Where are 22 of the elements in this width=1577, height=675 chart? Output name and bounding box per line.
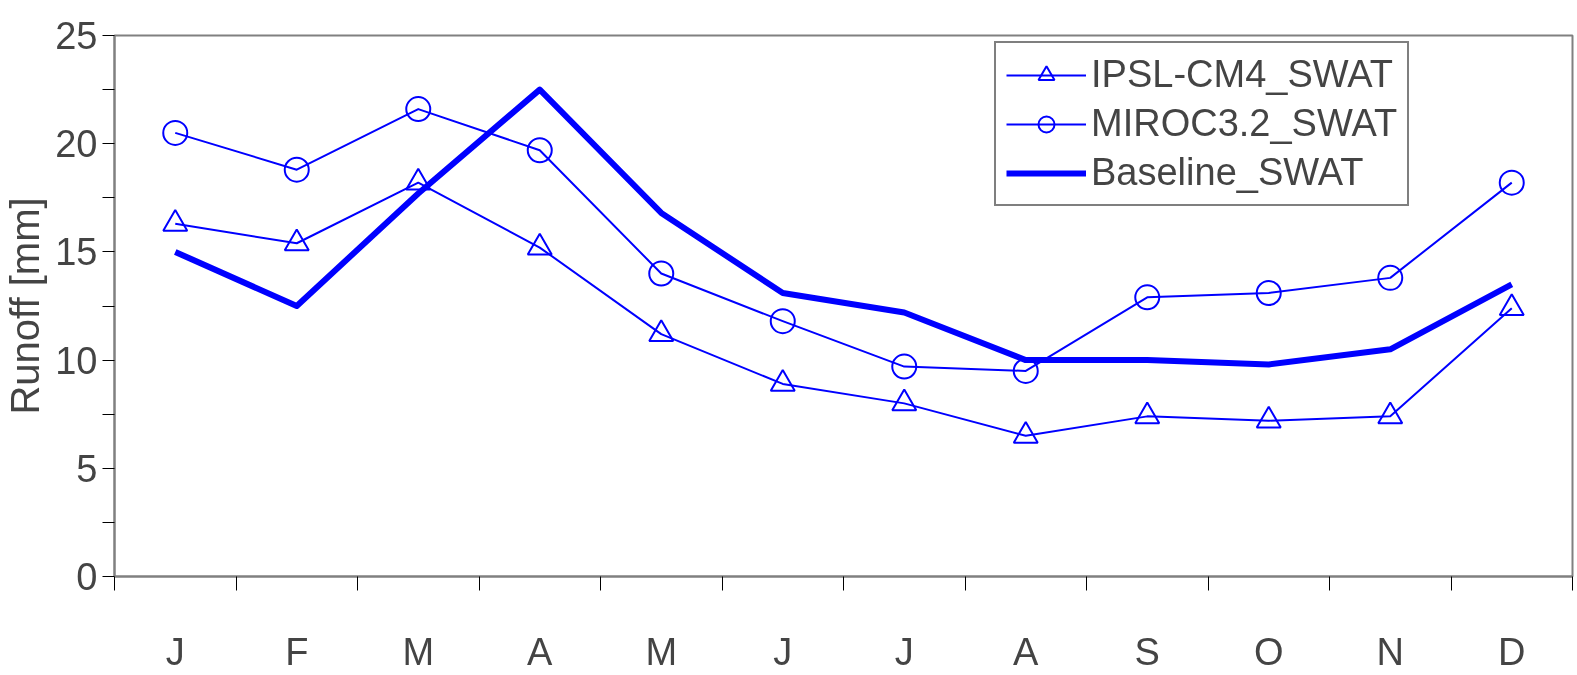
x-tick-label: D: [1498, 630, 1526, 673]
y-axis-title: Runoff [mm]: [3, 197, 48, 415]
x-tick-label: J: [165, 630, 185, 673]
legend-label: MIROC3.2_SWAT: [1091, 102, 1398, 145]
y-tick-label: 25: [55, 15, 98, 57]
y-tick-label: 15: [55, 231, 98, 274]
x-tick-label: S: [1134, 630, 1160, 673]
y-tick-label: 10: [55, 339, 98, 382]
x-tick-label: O: [1253, 630, 1284, 673]
x-tick-label: A: [527, 630, 554, 673]
x-tick-label: A: [1013, 630, 1040, 673]
x-tick-label: J: [894, 630, 914, 673]
x-tick-label: J: [773, 630, 793, 673]
x-tick-label: F: [285, 630, 309, 673]
y-tick-label: 0: [76, 556, 98, 598]
x-tick-label: N: [1376, 630, 1404, 673]
legend-label: IPSL-CM4_SWAT: [1091, 53, 1393, 96]
y-tick-label: 5: [76, 447, 98, 490]
y-tick-label: 20: [55, 123, 98, 166]
x-tick-label: M: [645, 630, 678, 673]
x-tick-label: M: [402, 630, 435, 673]
legend-label: Baseline_SWAT: [1091, 151, 1364, 194]
